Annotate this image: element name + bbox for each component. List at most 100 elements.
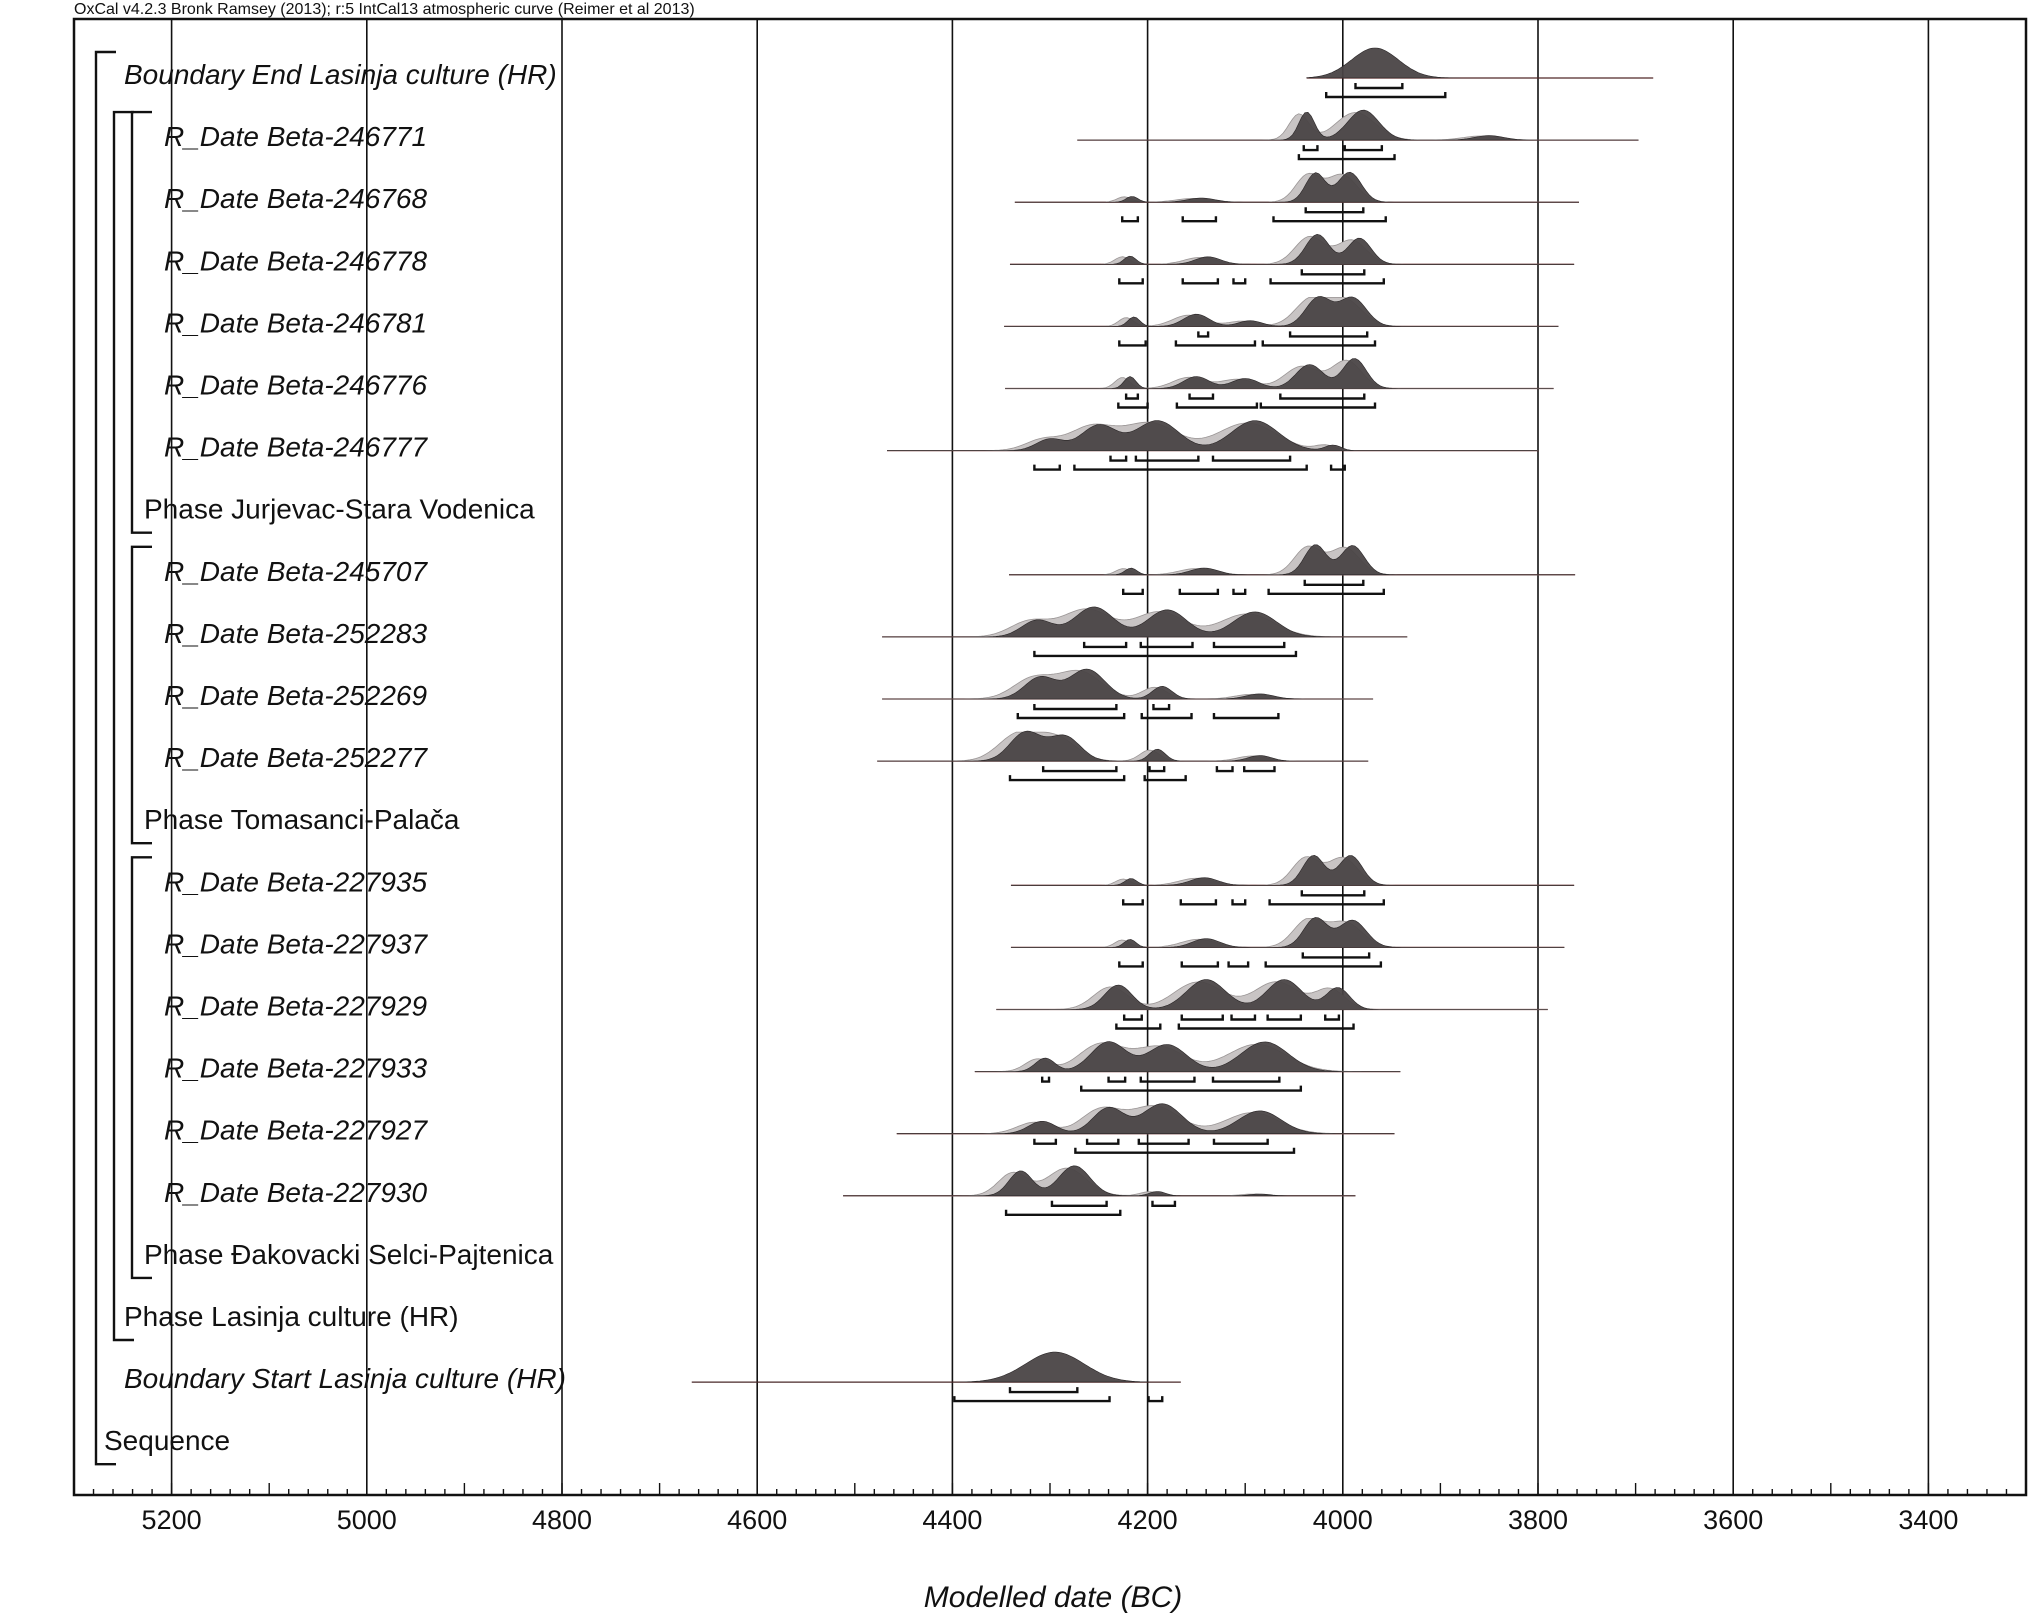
- hpd-68-range: [1302, 145, 1319, 152]
- hpd-95-range: [1118, 340, 1147, 347]
- structure-brackets: [94, 50, 152, 1466]
- x-tick-label: 3400: [1898, 1505, 1958, 1535]
- posterior-distribution: [1009, 233, 1575, 265]
- row-label: R_Date Beta-246771: [164, 121, 427, 152]
- posterior-distribution: [996, 979, 1548, 1010]
- row-label: R_Date Beta-252269: [164, 680, 427, 711]
- x-axis: 5200 5000 4800 4600 4400 4200 4000 3800 3600 3400: [73, 1483, 2027, 1535]
- hpd-95-range: [1122, 899, 1144, 906]
- hpd-68-range: [1288, 331, 1369, 338]
- hpd-95-range: [953, 1396, 1111, 1403]
- bracket: [112, 110, 134, 1342]
- posterior-distribution: [974, 1041, 1401, 1072]
- row-label: Boundary Start Lasinja culture (HR): [124, 1363, 566, 1394]
- row-label: R_Date Beta-246781: [164, 307, 427, 338]
- hpd-68-range: [1008, 1387, 1079, 1394]
- hpd-95-range: [1181, 216, 1218, 223]
- hpd-68-range: [1300, 890, 1366, 897]
- bracket: [130, 110, 152, 534]
- hpd-95-range: [1259, 402, 1377, 409]
- chart-row: R_Date Beta-246771: [164, 109, 1639, 161]
- chart-row: R_Date Beta-252283: [164, 606, 1408, 658]
- x-tick-label: 4600: [727, 1505, 787, 1535]
- hpd-95-range: [1177, 1023, 1355, 1030]
- hpd-68-range: [1124, 393, 1140, 400]
- posterior-distribution: [887, 420, 1539, 451]
- posterior-distribution: [1014, 171, 1579, 203]
- chart-row: Phase Jurjevac-Stara Vodenica: [144, 494, 535, 525]
- posterior-distribution: [1004, 296, 1559, 327]
- hpd-95-range: [1121, 216, 1140, 223]
- hpd-68-range: [1230, 1014, 1257, 1021]
- hpd-68-range: [1041, 766, 1118, 773]
- hpd-95-range: [1232, 278, 1247, 285]
- row-label: R_Date Beta-246776: [164, 370, 428, 401]
- chart-row: R_Date Beta-246776: [164, 358, 1554, 409]
- hpd-68-range: [1134, 455, 1200, 462]
- x-axis-label: Modelled date (BC): [924, 1581, 1182, 1614]
- chart-row: R_Date Beta-252269: [164, 668, 1374, 720]
- hpd-95-range: [1227, 961, 1250, 968]
- row-label: R_Date Beta-246777: [164, 432, 429, 463]
- hpd-95-range: [1181, 278, 1220, 285]
- chart-row: Boundary End Lasinja culture (HR): [124, 47, 1654, 99]
- hpd-95-range: [1122, 588, 1144, 595]
- x-tick-label: 5000: [337, 1505, 397, 1535]
- hpd-95-range: [1016, 713, 1126, 720]
- posterior-distribution: [843, 1165, 1356, 1197]
- posterior-distribution: [1009, 544, 1576, 576]
- hpd-95-range: [1180, 961, 1220, 968]
- hpd-95-range: [1117, 402, 1149, 409]
- likelihood-distribution: [877, 731, 1369, 762]
- hpd-95-range: [1147, 1396, 1164, 1403]
- hpd-95-range: [1004, 1209, 1122, 1216]
- hpd-95-range: [1212, 713, 1280, 720]
- hpd-95-range: [1297, 154, 1396, 161]
- hpd-68-range: [1151, 1200, 1177, 1207]
- hpd-68-range: [1050, 1200, 1108, 1207]
- hpd-95-range: [1140, 713, 1193, 720]
- hpd-95-range: [1231, 899, 1247, 906]
- bracket: [94, 50, 116, 1466]
- x-tick-label: 3800: [1508, 1505, 1568, 1535]
- hpd-95-range: [1174, 340, 1257, 347]
- hpd-95-range: [1033, 464, 1061, 471]
- hpd-68-range: [1033, 1138, 1058, 1145]
- posterior-distribution: [877, 730, 1369, 762]
- chart-row: Sequence: [104, 1425, 230, 1456]
- hpd-95-range: [1008, 775, 1126, 782]
- row-label: R_Date Beta-227929: [164, 991, 427, 1022]
- likelihood-distribution: [882, 669, 1374, 700]
- chart-row: R_Date Beta-227930: [164, 1165, 1356, 1216]
- hpd-68-range: [1243, 766, 1276, 773]
- row-label: R_Date Beta-227930: [164, 1177, 428, 1208]
- hpd-68-range: [1324, 1014, 1341, 1021]
- posterior-distribution: [1077, 109, 1639, 141]
- likelihood-distribution: [1009, 235, 1575, 265]
- hpd-95-range: [1232, 588, 1247, 595]
- chart-row: Phase Tomasanci-Palača: [144, 804, 460, 835]
- hpd-95-range: [1118, 961, 1144, 968]
- row-label: Boundary End Lasinja culture (HR): [124, 59, 557, 90]
- chart-row: R_Date Beta-252277: [164, 730, 1369, 782]
- hpd-95-range: [1268, 899, 1385, 906]
- x-tick-label: 4000: [1313, 1505, 1373, 1535]
- hpd-95-range: [1267, 588, 1385, 595]
- hpd-68-range: [1107, 1076, 1127, 1083]
- row-label: Phase Tomasanci-Palača: [144, 804, 460, 835]
- hpd-68-range: [1197, 331, 1210, 338]
- likelihood-distribution: [1009, 545, 1576, 576]
- hpd-68-range: [1033, 704, 1118, 711]
- hpd-68-range: [1082, 641, 1128, 649]
- hpd-68-range: [1139, 1076, 1196, 1083]
- chart-row: R_Date Beta-227933: [164, 1041, 1401, 1092]
- x-tick-label: 4400: [922, 1505, 982, 1535]
- x-tick-label: 5200: [142, 1505, 202, 1535]
- hpd-68-range: [1188, 393, 1215, 400]
- hpd-95-range: [1074, 1147, 1296, 1154]
- chart-row: R_Date Beta-227929: [164, 979, 1548, 1030]
- bracket: [130, 856, 152, 1280]
- hpd-68-range: [1109, 455, 1128, 462]
- hpd-95-range: [1178, 588, 1220, 595]
